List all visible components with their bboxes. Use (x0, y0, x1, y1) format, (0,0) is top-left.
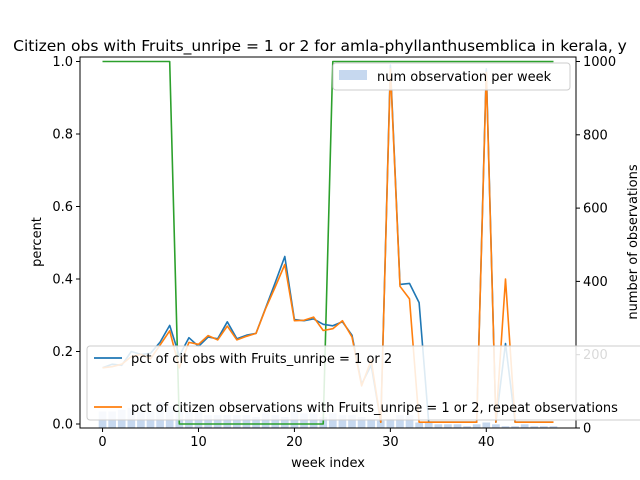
bar-week-14 (233, 415, 241, 428)
bar-week-18 (271, 415, 280, 428)
bar-week-47 (549, 426, 558, 428)
x-tick-label: 10 (190, 435, 207, 450)
bar-week-33 (415, 422, 423, 428)
y-tick-label: 0.2 (52, 345, 73, 360)
bar-week-32 (405, 415, 414, 428)
x-axis-label: week index (291, 456, 365, 471)
x-tick-label: 40 (478, 435, 495, 450)
x-tick-label: 0 (98, 435, 106, 450)
bar-week-19 (280, 417, 289, 428)
y2-tick-label: 0 (583, 422, 591, 437)
bar-week-27 (357, 417, 366, 428)
legend-lower: pct of cit obs with Fruits_unripe = 1 or… (86, 345, 640, 421)
y-tick-label: 1.0 (52, 55, 73, 70)
y2-tick-label: 600 (583, 202, 608, 217)
y-axis: 0.0 0.2 0.4 0.6 0.8 1.0 (52, 55, 80, 433)
bar-week-45 (530, 426, 539, 428)
bar-week-17 (261, 413, 270, 428)
y2-tick-label: 400 (583, 275, 608, 290)
legend-lower-box (86, 345, 640, 421)
bar-week-43 (511, 426, 519, 428)
bar-week-21 (300, 413, 308, 428)
legend-bar-swatch (339, 70, 367, 80)
bar-week-46 (540, 426, 548, 428)
legend-upper: num observation per week (332, 62, 571, 91)
bar-week-40 (482, 422, 491, 428)
bar-week-11 (204, 415, 212, 428)
legend-bar-label: num observation per week (377, 70, 552, 85)
x-axis: 0 10 20 30 40 (98, 428, 495, 450)
y2-tick-label: 800 (583, 128, 608, 143)
plot-frame (79, 56, 577, 429)
y-tick-label: 0.8 (52, 128, 73, 143)
bar-week-42 (501, 426, 510, 428)
bar-week-24 (328, 413, 337, 428)
bar-week-44 (520, 424, 529, 428)
y-tick-label: 0.0 (52, 418, 73, 433)
bar-week-26 (348, 415, 356, 428)
x-tick-label: 20 (286, 435, 303, 450)
bar-week-31 (396, 415, 404, 428)
bar-week-37 (453, 424, 462, 428)
y-tick-label: 0.4 (52, 273, 73, 288)
bar-week-22 (309, 413, 318, 428)
bar-week-13 (223, 415, 232, 428)
legend-upper-box (332, 62, 571, 91)
bar-week-35 (434, 424, 443, 428)
y2-tick-label: 1000 (583, 55, 616, 70)
bar-week-28 (367, 418, 376, 428)
bar-week-29 (376, 420, 385, 428)
bar-week-25 (338, 415, 347, 428)
bar-week-30 (386, 418, 395, 428)
bar-week-39 (472, 424, 481, 428)
y-axis-label: percent (30, 217, 45, 267)
y2-axis-label: number of observations (626, 164, 640, 319)
bar-week-15 (242, 415, 251, 428)
legend-series1-label: pct of cit obs with Fruits_unripe = 1 or… (131, 352, 392, 367)
bar-week-12 (213, 415, 222, 428)
bar-week-38 (463, 426, 471, 428)
bar-week-41 (492, 424, 500, 428)
x-tick-label: 30 (382, 435, 399, 450)
bar-week-36 (444, 424, 452, 428)
bar-week-16 (252, 417, 260, 428)
legend-series2-label: pct of citizen observations with Fruits_… (131, 401, 618, 416)
chart-title: Citizen obs with Fruits_unripe = 1 or 2 … (13, 37, 627, 56)
y-tick-label: 0.6 (52, 200, 73, 215)
bar-week-34 (424, 422, 433, 428)
